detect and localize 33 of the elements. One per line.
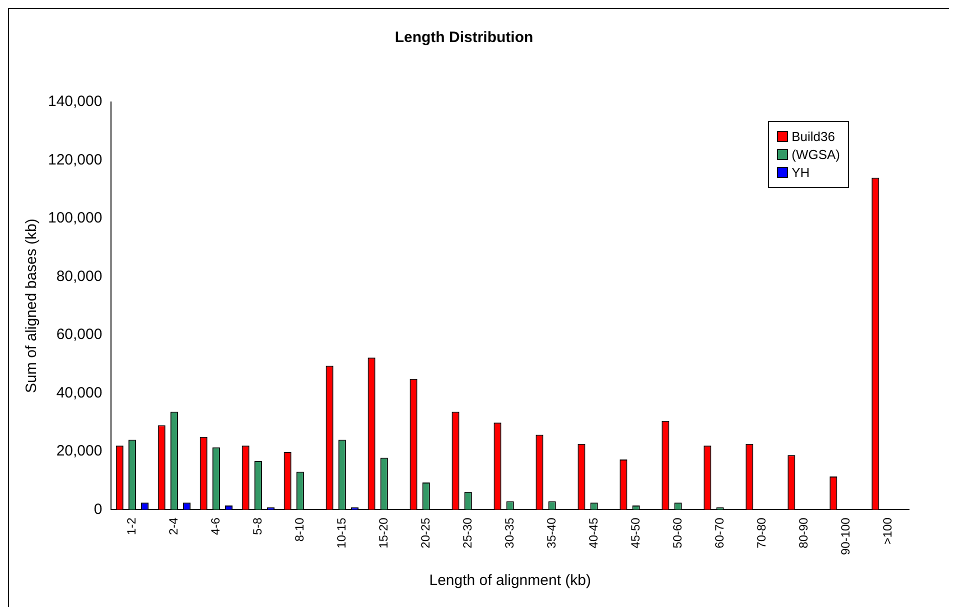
x-tick-label: 90-100 <box>838 517 852 556</box>
y-tick-label: 0 <box>94 500 102 518</box>
chart-title: Length Distribution <box>394 29 534 46</box>
x-tick-label: 8-10 <box>292 517 306 542</box>
y-tick-label: 120,000 <box>48 151 102 168</box>
x-tick-label: 2-4 <box>166 517 181 535</box>
x-tick-label: 25-30 <box>460 517 474 548</box>
y-axis-title: Sum of aligned bases (kb) <box>23 218 40 393</box>
x-tick-label: 15-20 <box>376 517 390 548</box>
x-tick-label: 70-80 <box>754 517 768 548</box>
x-tick-label: 1-2 <box>124 517 139 535</box>
legend-label: Build36 <box>792 129 835 144</box>
x-tick-label: 30-35 <box>502 517 516 548</box>
x-tick-label: 60-70 <box>712 517 726 548</box>
legend-label: (WGSA) <box>792 147 840 162</box>
legend-label: YH <box>792 165 810 180</box>
x-tick-label: 80-90 <box>796 517 810 548</box>
x-tick-label: 4-6 <box>208 517 223 535</box>
x-tick-label: >100 <box>880 517 894 545</box>
y-tick-label: 60,000 <box>56 326 102 344</box>
x-tick-label: 20-25 <box>418 517 432 548</box>
x-tick-label: 5-8 <box>250 517 264 535</box>
y-tick-label: 140,000 <box>48 93 102 110</box>
y-tick-label: 80,000 <box>56 268 102 285</box>
y-tick-label: 100,000 <box>48 210 102 227</box>
x-tick-label: 10-15 <box>334 517 348 548</box>
x-axis-title: Length of alignment (kb) <box>429 572 591 590</box>
y-tick-label: 20,000 <box>56 442 102 460</box>
x-tick-label: 35-40 <box>544 517 558 548</box>
x-tick-label: 45-50 <box>628 517 642 548</box>
x-tick-label: 40-45 <box>586 517 600 548</box>
y-tick-label: 40,000 <box>56 384 102 402</box>
x-tick-label: 50-60 <box>670 517 684 548</box>
